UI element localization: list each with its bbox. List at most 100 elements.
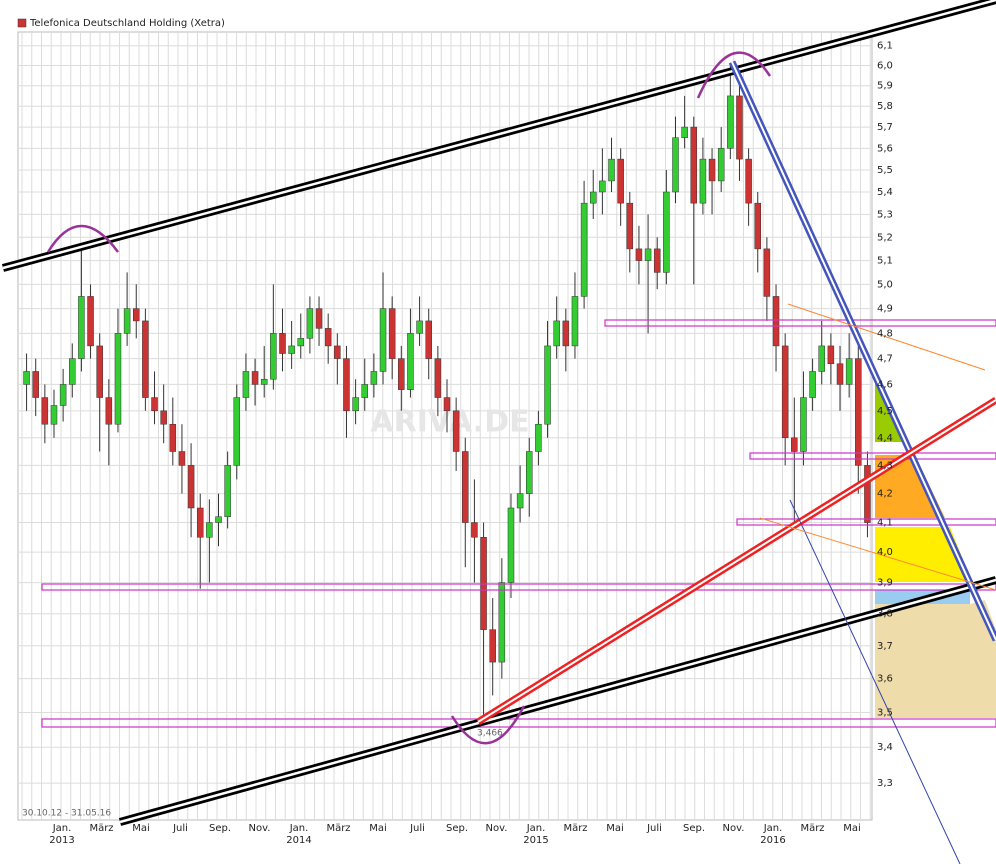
y-tick-label: 3,6 bbox=[877, 674, 893, 685]
candle-body bbox=[516, 493, 524, 509]
zone-orange bbox=[875, 455, 945, 518]
candle-body bbox=[352, 397, 359, 412]
trend-orange bbox=[787, 303, 986, 371]
date-range: 30.10.12 - 31.05.16 bbox=[22, 809, 111, 819]
candle-body bbox=[452, 410, 460, 452]
candle-body bbox=[462, 451, 469, 523]
candle-body bbox=[379, 308, 387, 372]
trend-up-inner bbox=[477, 399, 996, 723]
candle-body bbox=[736, 95, 743, 160]
candle-body bbox=[818, 345, 825, 372]
y-tick-label: 5,9 bbox=[877, 81, 893, 92]
channel-lower-inner bbox=[119, 578, 996, 824]
y-tick-label: 5,0 bbox=[877, 279, 893, 290]
y-tick-label: 4,9 bbox=[877, 304, 893, 315]
candle-body bbox=[96, 345, 103, 398]
candle-body bbox=[772, 296, 780, 347]
x-tick-label: Mai bbox=[132, 823, 150, 834]
candle-body bbox=[864, 465, 871, 523]
y-tick-label: 4,8 bbox=[877, 328, 893, 339]
candle-body bbox=[699, 158, 707, 204]
candle-body bbox=[589, 191, 597, 204]
candle-body bbox=[727, 95, 734, 149]
y-tick-label: 5,4 bbox=[877, 187, 893, 198]
candle-body bbox=[626, 202, 634, 250]
y-tick-label: 3,3 bbox=[877, 778, 893, 789]
y-tick-label: 4,6 bbox=[877, 379, 893, 390]
x-tick-label: Nov. bbox=[723, 823, 745, 834]
x-tick-label: Jan. bbox=[52, 823, 72, 834]
candle-body bbox=[123, 308, 131, 334]
candle-body bbox=[78, 296, 85, 359]
x-tick-label: Mai bbox=[369, 823, 387, 834]
candle-body bbox=[571, 296, 579, 347]
candle-body bbox=[827, 345, 835, 364]
x-tick-label: März bbox=[800, 823, 824, 834]
y-tick-label: 4,4 bbox=[877, 433, 893, 444]
candle-body bbox=[599, 180, 606, 193]
candle-body bbox=[132, 308, 140, 322]
candle-body bbox=[745, 158, 752, 204]
candle-body bbox=[526, 451, 533, 494]
x-year-label: 2015 bbox=[523, 835, 548, 846]
y-tick-label: 3,5 bbox=[877, 707, 893, 718]
candle-body bbox=[407, 333, 414, 390]
candle-body bbox=[224, 465, 231, 517]
x-tick-label: Juli bbox=[646, 823, 662, 834]
x-year-label: 2013 bbox=[49, 835, 74, 846]
candle-body bbox=[663, 191, 670, 273]
candle-body bbox=[69, 358, 76, 385]
y-tick-label: 6,0 bbox=[877, 61, 893, 72]
y-tick-label: 5,8 bbox=[877, 101, 893, 112]
candle-body bbox=[443, 397, 451, 412]
candle-body bbox=[425, 320, 432, 359]
legend-label: Telefonica Deutschland Holding (Xetra) bbox=[29, 18, 225, 29]
candle-body bbox=[41, 397, 49, 425]
bottom-arc bbox=[450, 705, 526, 745]
candle-body bbox=[370, 371, 378, 385]
candle-body bbox=[142, 320, 149, 398]
x-tick-label: Mai bbox=[843, 823, 861, 834]
x-tick-label: März bbox=[326, 823, 350, 834]
y-tick-label: 4,0 bbox=[877, 547, 893, 558]
candle-body bbox=[416, 320, 423, 334]
candle-body bbox=[105, 397, 113, 425]
candle-body bbox=[608, 158, 615, 182]
candle-body bbox=[242, 371, 250, 398]
top-arc bbox=[46, 224, 120, 253]
candle-body bbox=[562, 320, 570, 347]
candle-body bbox=[279, 333, 286, 354]
zones bbox=[875, 370, 996, 718]
trend-down-inner bbox=[731, 61, 996, 641]
candle-body bbox=[717, 148, 725, 182]
support-band bbox=[41, 718, 996, 728]
support-band bbox=[749, 452, 996, 460]
x-tick-label: Jan. bbox=[763, 823, 783, 834]
candle-body bbox=[169, 423, 177, 452]
candle-body bbox=[388, 308, 396, 359]
candle-body bbox=[178, 451, 186, 466]
candles bbox=[23, 65, 871, 725]
candle-body bbox=[763, 248, 771, 297]
candle-body bbox=[653, 248, 661, 273]
x-tick-label: März bbox=[563, 823, 587, 834]
y-tick-label: 5,5 bbox=[877, 165, 893, 176]
x-year-label: 2016 bbox=[760, 835, 785, 846]
candle-body bbox=[855, 358, 862, 466]
x-tick-label: Nov. bbox=[486, 823, 508, 834]
candle-body bbox=[160, 410, 167, 425]
trend-orange bbox=[759, 517, 996, 591]
candle-body bbox=[32, 371, 39, 398]
y-tick-label: 5,1 bbox=[877, 256, 893, 267]
y-tick-label: 3,9 bbox=[877, 578, 893, 589]
trend-thin bbox=[789, 499, 961, 864]
x-tick-label: Jan. bbox=[289, 823, 309, 834]
x-tick-label: Juli bbox=[172, 823, 188, 834]
support-band bbox=[736, 518, 996, 526]
candle-body bbox=[297, 338, 305, 347]
candle-body bbox=[315, 308, 323, 329]
candle-body bbox=[434, 358, 442, 398]
candle-body bbox=[151, 397, 158, 412]
candle-body bbox=[498, 582, 506, 663]
y-tick-label: 4,7 bbox=[877, 354, 893, 365]
